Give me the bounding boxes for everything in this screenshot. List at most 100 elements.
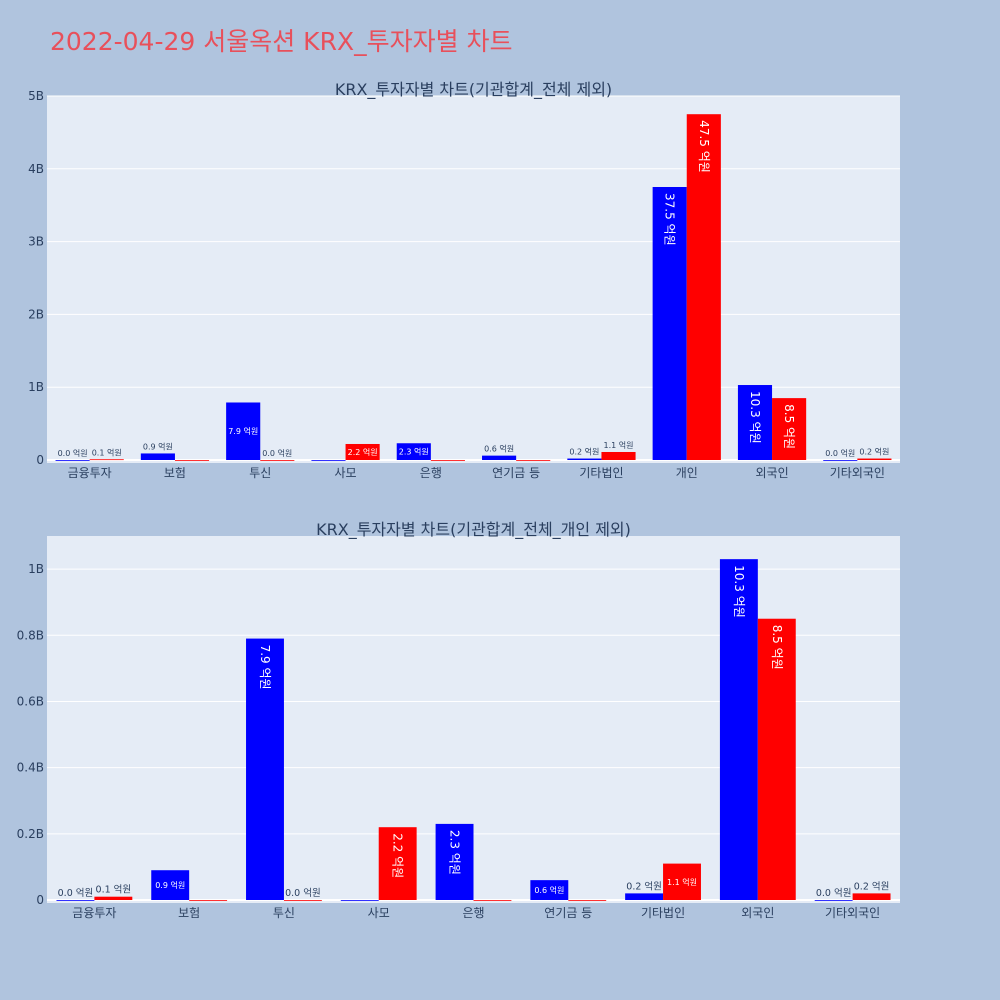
y-tick-label: 0.8B [17,628,44,642]
bar [246,638,284,900]
data-label: 10.3 억원 [748,391,762,444]
bar [852,893,891,900]
bar [473,900,512,901]
y-tick-label: 2B [28,307,44,321]
y-tick-label: 3B [28,235,44,249]
bar [568,900,607,901]
y-tick-label: 0.2B [17,827,44,841]
data-label: 0.2 억원 [569,447,599,457]
y-tick-label: 1B [28,562,44,576]
y-tick-label: 0 [36,893,44,907]
y-tick-label: 0.4B [17,761,44,775]
bar [737,385,773,460]
data-label: 0.0 억원 [285,887,321,899]
bar [311,460,346,461]
data-label: 2.3 억원 [399,447,429,457]
x-tick-label: 연기금 등 [544,906,592,920]
y-tick-label: 4B [28,162,44,176]
data-label: 1.1 억원 [604,440,634,450]
data-label: 2.2 억원 [391,833,405,878]
y-tick-label: 5B [28,89,44,103]
bar [140,453,175,460]
bar [283,900,322,901]
bar [151,870,190,900]
bar [663,863,701,900]
bar [345,443,380,460]
bar [94,896,133,900]
data-label: 0.9 억원 [143,441,173,451]
x-tick-label: 투신 [249,466,271,480]
bar [430,460,465,461]
bar [89,459,124,461]
data-label: 1.1 억원 [667,877,697,887]
data-label: 47.5 억원 [697,120,711,173]
x-tick-label: 금융투자 [72,906,116,920]
data-label: 8.5 억원 [770,625,784,670]
data-label: 0.6 억원 [534,885,564,895]
bar [435,823,474,900]
bar [857,458,892,460]
data-label: 0.0 억원 [816,887,852,899]
x-tick-label: 보험 [164,466,186,480]
x-tick-label: 금융투자 [68,466,112,480]
chart-top: 0 1B 2B 3B 4B 5B KRX_투자자별 차트(기관합계_전체 제외) 금융투자 0.… [28,80,900,480]
chart-title: KRX_투자자별 차트(기관합계_전체 제외) [335,80,612,100]
bar [174,460,210,461]
bar [396,443,431,460]
bar [378,827,417,900]
x-tick-label: 외국인 [755,466,788,480]
bar [516,460,551,461]
data-label: 10.3 억원 [732,565,746,618]
bar [652,187,687,460]
data-label: 37.5 억원 [663,193,677,246]
bar [55,460,90,461]
x-tick-label: 사모 [368,906,390,920]
y-tick-label: 1B [28,380,44,394]
bar [719,559,758,900]
page-title: 2022-04-29 서울옥션 KRX_투자자별 차트 [50,27,513,56]
bar [56,900,95,901]
data-label: 7.9 억원 [258,645,272,690]
data-label: 0.0 억원 [58,448,88,458]
data-label: 0.0 억원 [58,887,94,899]
chart-bottom: 0 0.2B 0.4B 0.6B 0.8B 1B KRX_투자자별 차트(기관합계_전체_개… [17,520,900,920]
x-tick-label: 은행 [462,905,484,920]
data-label: 0.2 억원 [859,447,889,457]
bar [260,460,295,461]
data-label: 0.2 억원 [854,880,890,892]
bar [823,460,858,461]
bar [601,451,636,460]
data-label: 0.0 억원 [262,448,292,458]
x-tick-label: 기타법인 [641,906,685,920]
bar [625,893,664,900]
bar [772,398,807,460]
data-label: 2.2 억원 [348,447,378,457]
data-label: 0.6 억원 [484,444,514,454]
x-tick-label: 사모 [335,466,357,480]
bar [482,455,517,460]
y-tick-label: 0.6B [17,694,44,708]
x-tick-label: 개인 [676,466,698,480]
data-label: 0.2 억원 [626,880,662,892]
bar [757,618,796,900]
bar [530,880,569,900]
chart-title: KRX_투자자별 차트(기관합계_전체_개인 제외) [316,520,631,540]
data-label: 0.1 억원 [96,884,132,896]
x-tick-label: 보험 [178,906,200,920]
bar [226,402,261,460]
bar [814,900,853,901]
data-label: 7.9 억원 [228,426,258,436]
x-tick-label: 투신 [273,906,295,920]
bar [189,900,228,901]
bar [340,900,379,901]
x-tick-label: 기타외국인 [825,906,880,920]
y-tick-label: 0 [36,453,44,467]
x-tick-label: 외국인 [741,906,774,920]
x-tick-label: 기타법인 [579,466,623,480]
data-label: 8.5 억원 [782,404,796,449]
data-label: 2.3 억원 [448,830,462,875]
bar [567,458,602,460]
x-tick-label: 은행 [420,465,442,480]
data-label: 0.0 억원 [825,448,855,458]
